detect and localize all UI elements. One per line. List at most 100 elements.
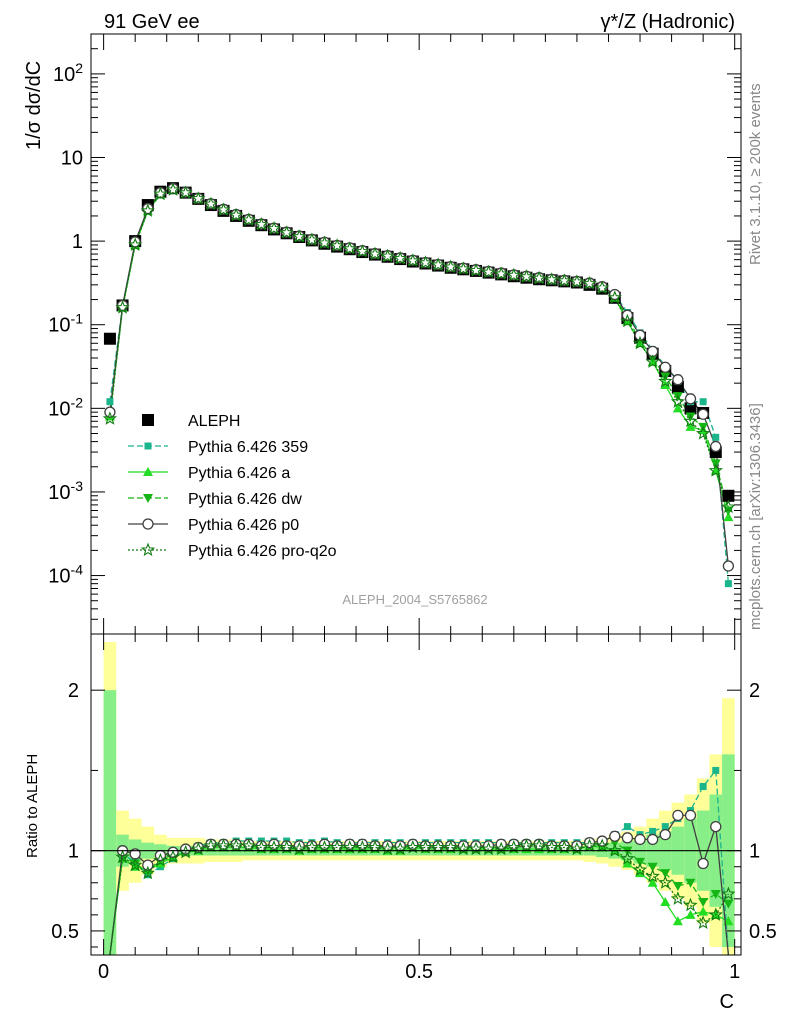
data-point bbox=[609, 288, 621, 301]
data-point bbox=[203, 196, 219, 211]
analysis-tag: ALEPH_2004_S5765862 bbox=[342, 592, 487, 607]
data-point bbox=[140, 203, 155, 217]
data-point bbox=[722, 560, 735, 572]
main-markers-5 bbox=[102, 182, 736, 514]
y-tick-label: 10-1 bbox=[48, 311, 83, 337]
ratio-point bbox=[710, 890, 721, 900]
data-point bbox=[712, 433, 720, 441]
main-series-5 bbox=[109, 189, 730, 508]
ratio-point bbox=[672, 881, 683, 891]
ratio-point bbox=[623, 823, 631, 831]
ratio-plot-frame bbox=[90, 633, 742, 956]
ratio-point bbox=[698, 898, 709, 908]
y-tick-label: 10-2 bbox=[48, 394, 83, 420]
ratio-point bbox=[723, 899, 734, 909]
ratio-y-tick-label-right: 2 bbox=[749, 680, 760, 702]
ratio-point bbox=[140, 865, 155, 880]
data-point bbox=[481, 264, 496, 279]
data-point bbox=[115, 300, 130, 314]
data-point bbox=[672, 403, 683, 413]
data-point bbox=[685, 421, 696, 431]
y-tick-label: 10-4 bbox=[48, 562, 83, 588]
data-point bbox=[106, 398, 114, 406]
legend-marker bbox=[143, 467, 153, 476]
ratio-point bbox=[216, 838, 231, 852]
ratio-point bbox=[531, 838, 547, 852]
ratio-point bbox=[456, 841, 471, 856]
ratio-point bbox=[292, 841, 307, 856]
data-point bbox=[292, 229, 307, 243]
ratio-point bbox=[595, 838, 610, 852]
data-point bbox=[367, 246, 383, 261]
data-point bbox=[672, 374, 684, 386]
ratio-point bbox=[622, 858, 633, 868]
main-series-line bbox=[109, 187, 730, 567]
ratio-point bbox=[115, 849, 130, 864]
data-point bbox=[684, 393, 697, 405]
ratio-point bbox=[494, 841, 509, 856]
data-point bbox=[405, 253, 421, 267]
data-point bbox=[355, 244, 370, 258]
data-point bbox=[304, 232, 320, 247]
main-panel-frame: 10-4 10-3 10-2 10-1 1 10 102 bbox=[48, 33, 742, 635]
data-point bbox=[708, 463, 723, 477]
ratio-point bbox=[660, 869, 671, 879]
ratio-point bbox=[708, 907, 723, 921]
data-point bbox=[721, 499, 736, 514]
legend-marker bbox=[143, 494, 153, 503]
ratio-point bbox=[632, 862, 648, 877]
data-point bbox=[699, 398, 707, 406]
ratio-point bbox=[191, 841, 206, 856]
ratio-point bbox=[268, 838, 280, 850]
y-tick-label: 102 bbox=[53, 60, 83, 86]
header-left-label: 91 GeV ee bbox=[104, 11, 200, 33]
ratio-point bbox=[661, 823, 669, 831]
ratio-point bbox=[203, 838, 219, 852]
main-markers-4 bbox=[104, 182, 735, 572]
data-point bbox=[342, 241, 357, 255]
ratio-y-tick-label: 1 bbox=[68, 841, 79, 863]
main-series-line bbox=[109, 189, 730, 508]
ratio-point bbox=[683, 897, 698, 912]
ratio-point bbox=[468, 841, 484, 856]
data-point bbox=[632, 335, 648, 350]
ratio-point bbox=[647, 833, 659, 846]
ratio-point bbox=[672, 809, 684, 822]
ratio-point bbox=[697, 857, 709, 870]
main-series-4 bbox=[109, 187, 730, 567]
ratio-point bbox=[634, 833, 646, 846]
data-point bbox=[683, 413, 698, 428]
ratio-point bbox=[228, 838, 244, 852]
ratio-y-tick-label-right: 1 bbox=[749, 841, 760, 863]
main-series-line bbox=[109, 188, 730, 511]
ratio-point bbox=[620, 851, 635, 865]
data-point bbox=[695, 426, 711, 440]
data-point bbox=[178, 185, 193, 199]
ratio-panel-series bbox=[109, 766, 736, 956]
data-point bbox=[393, 251, 408, 265]
data-point bbox=[660, 372, 671, 382]
ratio-point bbox=[569, 841, 585, 856]
mcplots-label: mcplots.cern.ch [arXiv:1306.3436] bbox=[747, 403, 764, 630]
data-point bbox=[531, 270, 547, 285]
data-point bbox=[456, 261, 471, 276]
ratio-point bbox=[660, 897, 671, 907]
ratio-point bbox=[685, 878, 696, 888]
data-point bbox=[443, 259, 458, 274]
data-point bbox=[658, 373, 673, 388]
ratio-point bbox=[710, 820, 722, 833]
x-tick-label: 1 bbox=[729, 961, 740, 983]
data-point bbox=[329, 238, 345, 252]
ratio-point bbox=[621, 832, 634, 844]
legend-marker bbox=[142, 414, 154, 426]
header-right-label: γ*/Z (Hadronic) bbox=[601, 11, 735, 33]
ratio-point bbox=[649, 827, 657, 835]
ratio-point bbox=[165, 849, 181, 864]
ratio-point bbox=[647, 877, 658, 887]
ratio-point bbox=[698, 906, 709, 916]
data-point bbox=[418, 255, 433, 269]
data-point bbox=[506, 267, 521, 282]
ratio-point bbox=[712, 766, 720, 774]
data-point bbox=[697, 408, 709, 420]
